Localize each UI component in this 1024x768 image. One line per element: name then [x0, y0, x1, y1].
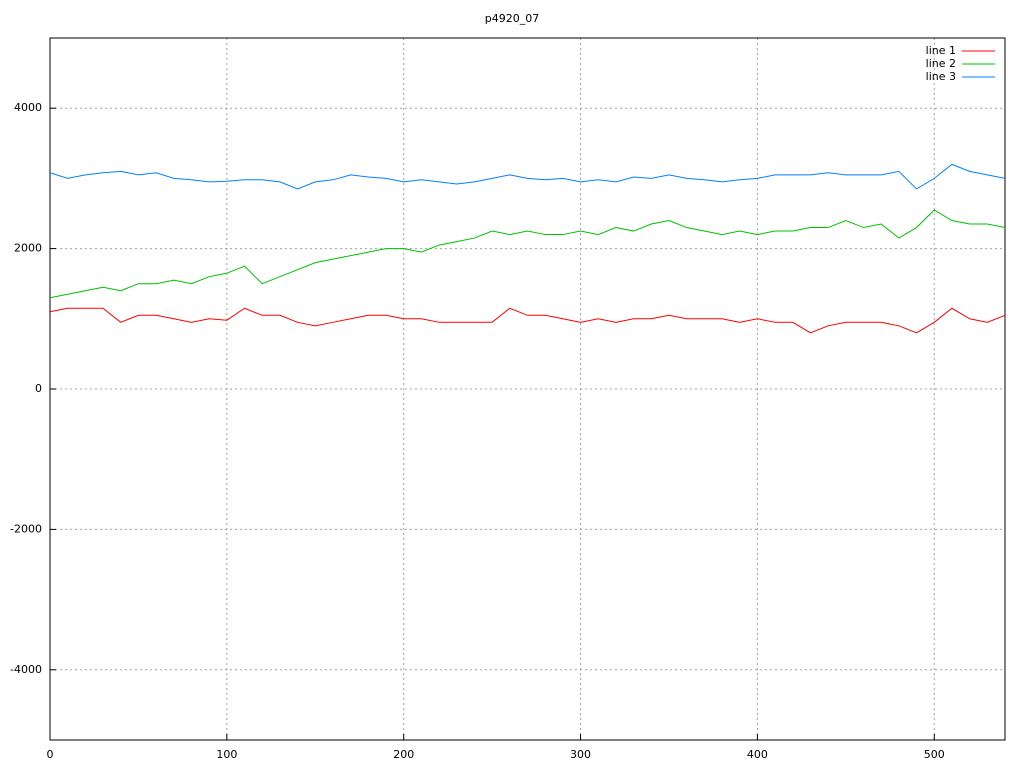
x-tick-label: 400: [747, 748, 768, 761]
data-line: [49, 209, 1006, 299]
y-tick-label: 2000: [14, 242, 42, 255]
x-tick-label: 0: [47, 748, 54, 761]
y-tick-label: 4000: [14, 101, 42, 114]
plot-border: [49, 37, 1006, 741]
x-tick-label: 500: [924, 748, 945, 761]
y-tick-label: 0: [35, 382, 42, 395]
chart-title: p4920_07: [485, 12, 539, 25]
x-tick-label: 100: [216, 748, 237, 761]
legend-label: line 2: [926, 57, 956, 70]
y-tick-label: -2000: [10, 522, 42, 535]
x-tick-label: 300: [570, 748, 591, 761]
data-line: [49, 307, 1006, 334]
y-tick-label: -4000: [10, 663, 42, 676]
legend-label: line 1: [926, 44, 956, 57]
legend-label: line 3: [926, 70, 956, 83]
x-tick-label: 200: [393, 748, 414, 761]
data-line: [49, 163, 1006, 190]
